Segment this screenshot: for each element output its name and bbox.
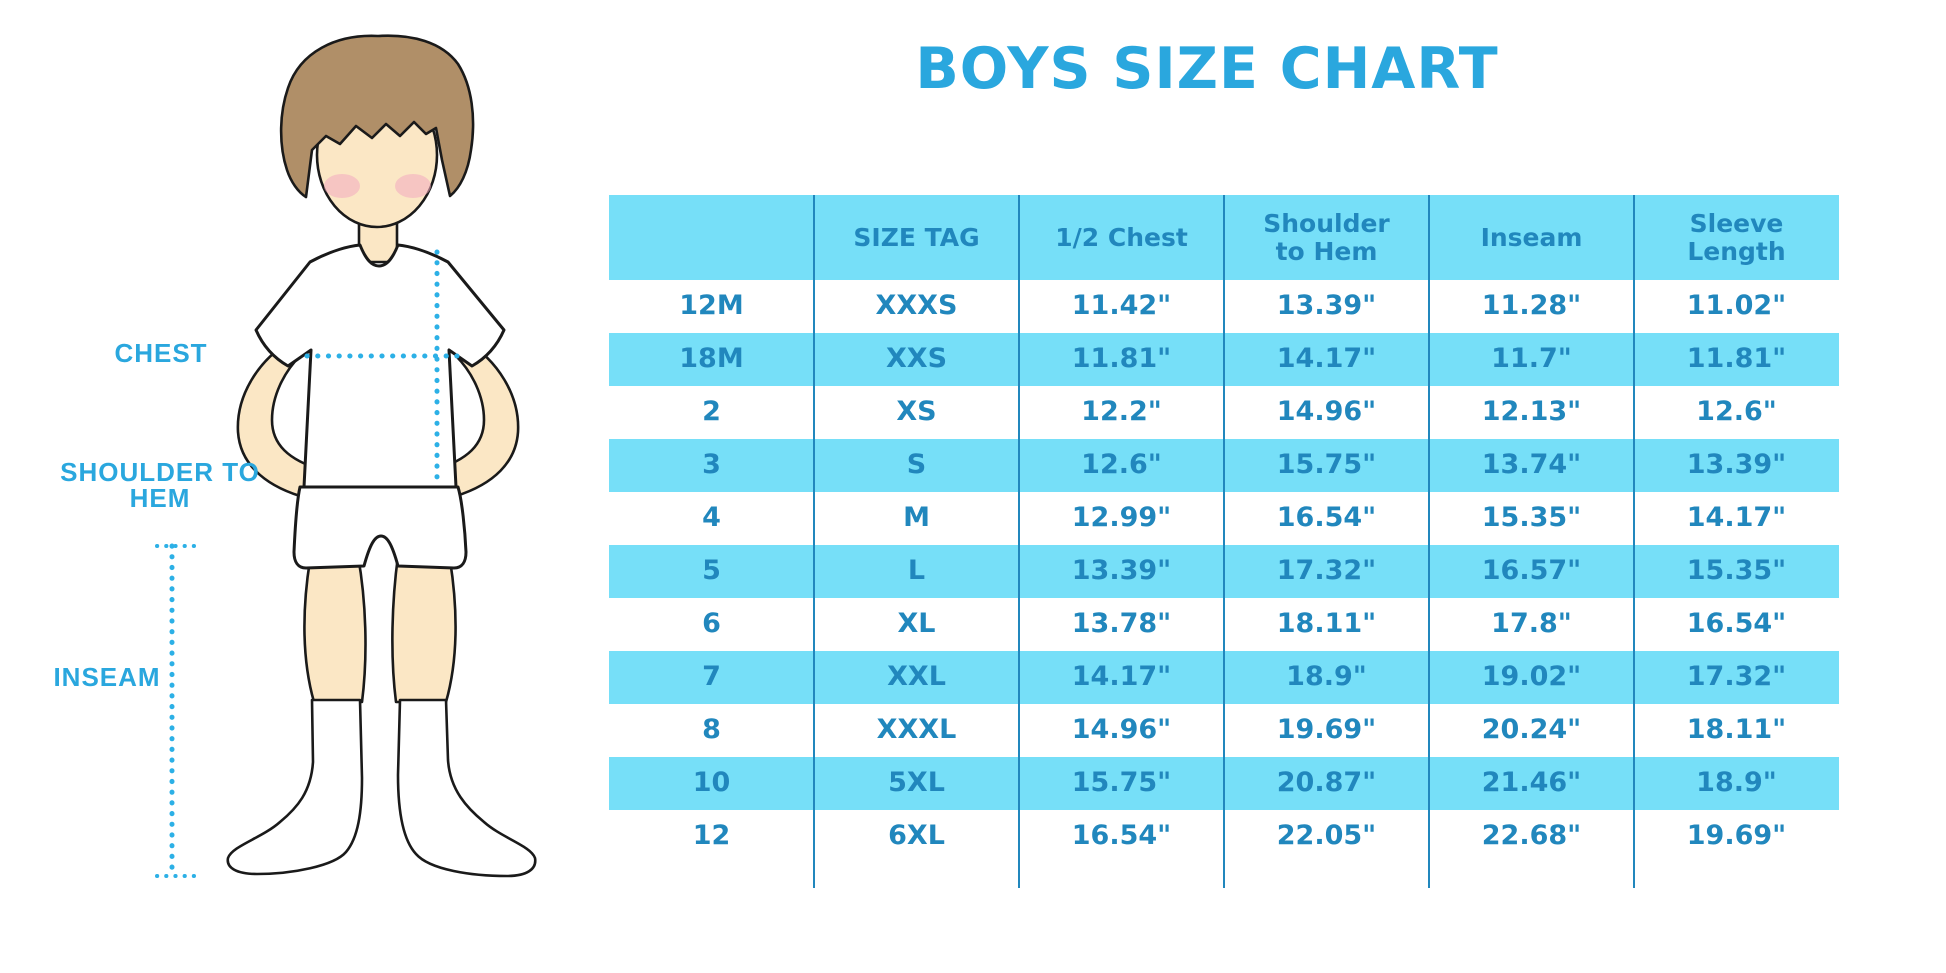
column-separator (813, 195, 815, 888)
header-cell (609, 195, 814, 280)
table-cell: 18M (679, 343, 744, 375)
column-separator (1223, 195, 1225, 888)
table-cell: 17.32" (1686, 661, 1787, 693)
left-sock (226, 698, 364, 876)
header-cell: Sleeve Length (1687, 208, 1786, 266)
table-cell: 17.8" (1491, 608, 1572, 640)
table-cell: 13.74" (1481, 449, 1582, 481)
table-cell: 22.05" (1276, 820, 1377, 852)
column-separator (1633, 195, 1635, 888)
table-cell: 18.9" (1286, 661, 1367, 693)
page-title: BOYS SIZE CHART (915, 36, 1499, 102)
table-cell: 18.9" (1696, 767, 1777, 799)
table-cell: 11.7" (1491, 343, 1572, 375)
table-cell: 16.54" (1276, 502, 1377, 534)
table-cell: XS (896, 396, 937, 428)
table-cell: 22.68" (1481, 820, 1582, 852)
table-cell: 12.2" (1081, 396, 1162, 428)
table-cell: 16.57" (1481, 555, 1582, 587)
column-separator (1018, 195, 1020, 888)
table-cell: 17.32" (1276, 555, 1377, 587)
size-table: SIZE TAG 1/2 Chest Shoulder to Hem Inseam Sl… (609, 195, 1839, 888)
table-cell: 15.35" (1481, 502, 1582, 534)
table-cell: 3 (702, 449, 721, 481)
shoulder-to-hem-label: SHOULDER TO HEM (60, 457, 260, 513)
table-cell: 11.81" (1071, 343, 1172, 375)
table-cell: XXL (887, 661, 946, 693)
table-cell: 15.75" (1276, 449, 1377, 481)
table-cell: 14.96" (1071, 714, 1172, 746)
table-cell: XXXL (876, 714, 957, 746)
shorts (292, 485, 468, 570)
table-cell: 11.28" (1481, 290, 1582, 322)
table-cell: 12.6" (1081, 449, 1162, 481)
table-cell: 18.11" (1686, 714, 1787, 746)
table-cell: XL (897, 608, 936, 640)
table-cell: XXXS (875, 290, 958, 322)
table-cell: 12 (692, 820, 731, 852)
table-cell: 11.02" (1686, 290, 1787, 322)
table-cell: M (903, 502, 930, 534)
table-cell: 5XL (888, 767, 945, 799)
table-cell: 2 (702, 396, 721, 428)
table-cell: 6 (702, 608, 721, 640)
table-cell: 21.46" (1481, 767, 1582, 799)
column-separator (1428, 195, 1430, 888)
table-cell: 6XL (888, 820, 945, 852)
header-cell: SIZE TAG (853, 222, 980, 252)
table-cell: 20.87" (1276, 767, 1377, 799)
table-cell: 5 (702, 555, 721, 587)
table-cell: 14.17" (1071, 661, 1172, 693)
header-cell: Shoulder to Hem (1263, 208, 1390, 266)
table-cell: 20.24" (1481, 714, 1582, 746)
table-cell: 13.39" (1276, 290, 1377, 322)
table-cell: L (907, 555, 926, 587)
table-cell: 19.69" (1686, 820, 1787, 852)
right-cheek (395, 174, 431, 198)
table-cell: 12.6" (1696, 396, 1777, 428)
table-cell: 18.11" (1276, 608, 1377, 640)
chest-label: CHEST (114, 338, 208, 368)
table-cell: 16.54" (1071, 820, 1172, 852)
shirt (254, 243, 506, 489)
table-cell: S (906, 449, 927, 481)
table-cell: 14.96" (1276, 396, 1377, 428)
left-leg (303, 554, 367, 704)
table-cell: 14.17" (1276, 343, 1377, 375)
table-cell: 12.99" (1071, 502, 1172, 534)
table-cell: 14.17" (1686, 502, 1787, 534)
boy-illustration: CHEST SHOULDER TO HEM INSEAM (0, 0, 648, 973)
header-cell: Inseam (1480, 222, 1583, 252)
header-cell: 1/2 Chest (1055, 222, 1188, 252)
table-cell: 8 (702, 714, 721, 746)
hair (279, 34, 475, 199)
table-cell: 15.75" (1071, 767, 1172, 799)
table-cell: 4 (702, 502, 721, 534)
table-cell: 13.39" (1071, 555, 1172, 587)
table-cell: 12M (679, 290, 744, 322)
table-cell: XXS (885, 343, 948, 375)
table-cell: 16.54" (1686, 608, 1787, 640)
right-sock (396, 698, 537, 878)
table-cell: 11.81" (1686, 343, 1787, 375)
left-cheek (324, 174, 360, 198)
table-cell: 10 (692, 767, 731, 799)
boy-figure-svg (155, 34, 537, 879)
table-cell: 19.02" (1481, 661, 1582, 693)
table-cell: 12.13" (1481, 396, 1582, 428)
inseam-label: INSEAM (53, 662, 161, 692)
table-cell: 19.69" (1276, 714, 1377, 746)
table-cell: 7 (702, 661, 721, 693)
table-cell: 15.35" (1686, 555, 1787, 587)
table-cell: 11.42" (1071, 290, 1172, 322)
right-leg (391, 554, 457, 704)
table-cell: 13.78" (1071, 608, 1172, 640)
table-cell: 13.39" (1686, 449, 1787, 481)
